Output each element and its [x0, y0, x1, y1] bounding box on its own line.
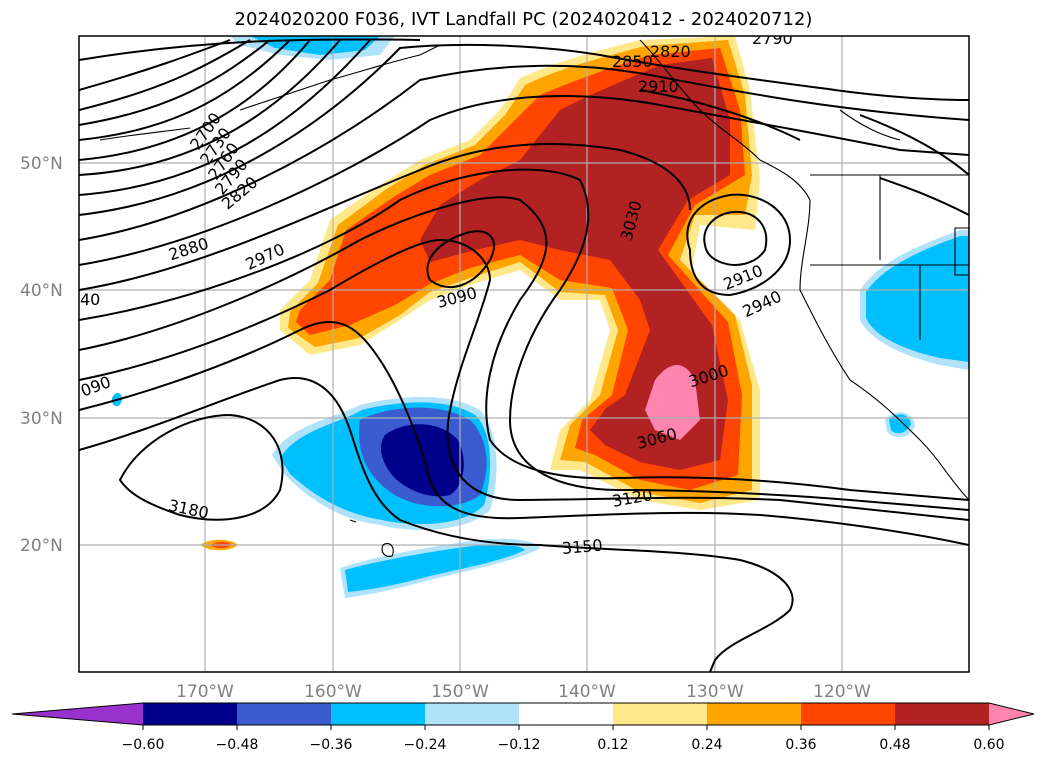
lon-label: 140°W [558, 682, 616, 702]
lat-label: 30°N [20, 409, 63, 429]
map-title: 2024020200 F036, IVT Landfall PC (202402… [234, 9, 813, 30]
colorbar-segment [237, 703, 332, 725]
longitude-labels: 170°W 160°W 150°W 140°W 130°W 120°W [176, 682, 871, 702]
coastlines [99, 39, 969, 557]
height-contours [79, 38, 969, 672]
lat-label: 40°N [20, 281, 63, 301]
colorbar-tick-label: −0.36 [310, 737, 353, 753]
colorbar-segment [519, 703, 614, 725]
colorbar-segment [801, 703, 896, 725]
colorbar-tick-label: −0.60 [122, 737, 165, 753]
colorbar-segment [707, 703, 802, 725]
lon-label: 170°W [176, 682, 234, 702]
colorbar-tick-label: −0.24 [404, 737, 447, 753]
contour-label: 40 [80, 290, 100, 309]
contour-label: 2790 [752, 29, 793, 48]
colorbar-tick-label: 0.12 [597, 737, 628, 753]
contour-label: 3180 [167, 496, 211, 523]
colorbar-tick-label: 0.48 [879, 737, 910, 753]
lon-label: 150°W [431, 682, 489, 702]
contour-label: 3120 [611, 485, 654, 511]
contour-label: 090 [78, 372, 113, 400]
contour-label: 2820 [650, 42, 691, 61]
colorbar-tick-label: −0.48 [216, 737, 259, 753]
contour-label: 2910 [638, 77, 679, 96]
lat-label: 50°N [20, 154, 63, 174]
colorbar-segment [425, 703, 520, 725]
contour-label: 2850 [612, 52, 653, 71]
colorbar-extend-high [989, 703, 1034, 725]
colorbar: −0.60 −0.48 −0.36 −0.24 −0.12 0.12 0.24 0.36 0.4… [11, 702, 1035, 753]
lat-label: 20°N [20, 536, 63, 556]
map-frame [78, 35, 970, 673]
colorbar-tick-label: 0.36 [785, 737, 816, 753]
latitude-labels: 50°N 40°N 30°N 20°N [20, 154, 63, 556]
contour-label: 2880 [166, 234, 211, 265]
colorbar-segment [895, 703, 990, 725]
lon-label: 130°W [686, 682, 744, 702]
colorbar-tick-label: 0.60 [973, 737, 1004, 753]
contour-label: 3150 [561, 535, 603, 557]
lon-label: 120°W [813, 682, 871, 702]
colorbar-tick-label: 0.24 [691, 737, 722, 753]
contour-label: 2910 [721, 261, 766, 294]
colorbar-tick-label: −0.12 [498, 737, 541, 753]
colorbar-segment [613, 703, 708, 725]
colorbar-segment [143, 703, 238, 725]
colorbar-extend-low [12, 703, 143, 725]
colorbar-segment [331, 703, 426, 725]
lon-label: 160°W [304, 682, 362, 702]
map-panel: 2790 2820 2850 2910 2700 2730 2760 2790 … [78, 29, 969, 672]
